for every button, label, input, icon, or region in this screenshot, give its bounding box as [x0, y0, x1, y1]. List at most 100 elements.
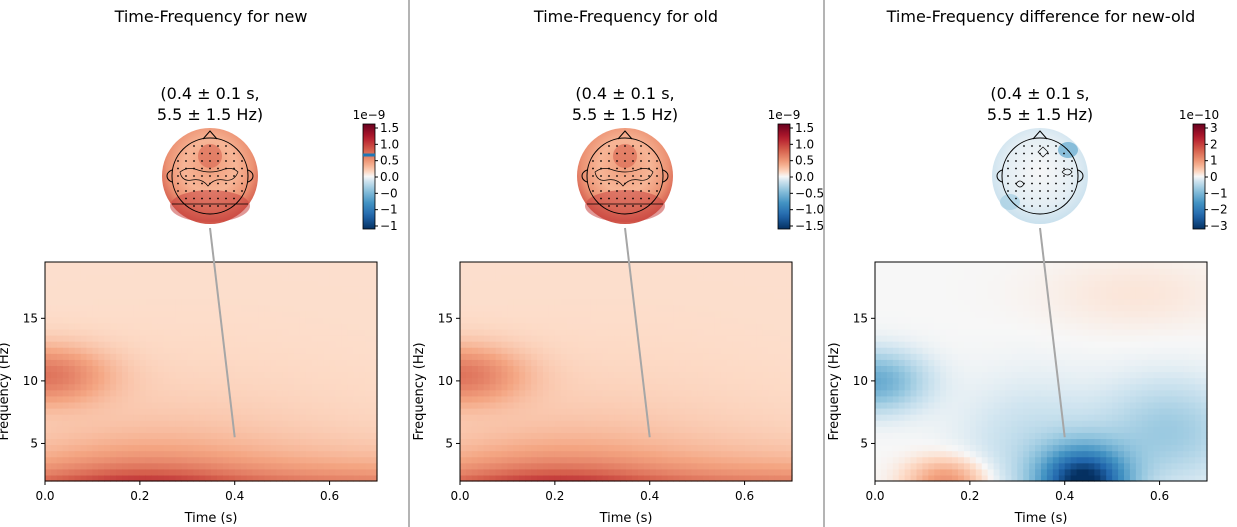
heatmap-cell: [199, 395, 206, 403]
heatmap-cell: [365, 408, 372, 415]
heatmap-cell: [531, 347, 538, 354]
heatmap-cell: [329, 268, 337, 275]
heatmap-cell: [703, 383, 710, 391]
heatmap-cell: [305, 438, 313, 446]
heatmap-cell: [222, 280, 230, 287]
heatmap-cell: [916, 432, 924, 440]
heatmap-cell: [952, 280, 959, 287]
heatmap-cell: [969, 316, 977, 324]
heatmap-cell: [341, 347, 348, 354]
heatmap-cell: [525, 335, 532, 342]
heatmap-cell: [163, 286, 171, 294]
heatmap-cell: [193, 274, 200, 281]
heatmap-cell: [537, 426, 544, 433]
heatmap-cell: [311, 444, 319, 452]
heatmap-cell: [116, 268, 123, 275]
heatmap-cell: [886, 341, 894, 348]
heatmap-cell: [365, 395, 372, 403]
heatmap-cell: [928, 462, 935, 470]
heatmap-cell: [513, 262, 520, 269]
heatmap-cell: [323, 280, 331, 287]
y-tick-label: 15: [438, 311, 453, 325]
heatmap-cell: [626, 377, 633, 385]
heatmap-cell: [744, 395, 752, 403]
heatmap-cell: [566, 444, 574, 452]
heatmap-cell: [987, 438, 995, 446]
heatmap-cell: [359, 395, 366, 403]
heatmap-cell: [886, 444, 894, 452]
heatmap-cell: [584, 456, 592, 464]
heatmap-cell: [282, 328, 289, 336]
heatmap-cell: [45, 450, 52, 458]
heatmap-cell: [86, 335, 94, 342]
heatmap-cell: [501, 353, 509, 360]
heatmap-cell: [578, 401, 586, 409]
heatmap-cell: [311, 310, 319, 318]
heatmap-cell: [216, 462, 224, 470]
heatmap-cell: [928, 286, 935, 294]
heatmap-cell: [276, 432, 283, 440]
heatmap-cell: [240, 395, 248, 403]
heatmap-cell: [169, 274, 177, 281]
heatmap-cell: [365, 389, 372, 397]
heatmap-cell: [211, 353, 218, 360]
heatmap-cell: [637, 371, 645, 379]
sensor-dot: [600, 160, 602, 162]
heatmap-cell: [495, 341, 503, 348]
heatmap-cell: [222, 414, 230, 421]
heatmap-cell: [68, 444, 76, 452]
heatmap-cell: [507, 389, 514, 397]
heatmap-cell: [898, 377, 906, 385]
heatmap-cell: [365, 298, 372, 306]
heatmap-cell: [151, 371, 159, 379]
heatmap-cell: [80, 268, 88, 275]
heatmap-cell: [548, 328, 556, 336]
heatmap-cell: [679, 438, 686, 446]
heatmap-cell: [703, 438, 710, 446]
sensor-dot: [241, 175, 243, 177]
heatmap-cell: [548, 450, 556, 458]
heatmap-cell: [175, 316, 182, 324]
heatmap-cell: [554, 286, 562, 294]
heatmap-cell: [222, 262, 230, 269]
heatmap-cell: [608, 377, 615, 385]
heatmap-cell: [602, 395, 609, 403]
heatmap-cell: [637, 298, 645, 306]
heatmap-cell: [768, 408, 775, 415]
heatmap-cell: [655, 474, 663, 482]
heatmap-cell: [620, 420, 627, 427]
heatmap-cell: [56, 286, 64, 294]
heatmap-cell: [910, 365, 918, 373]
heatmap-cell: [697, 389, 704, 397]
heatmap-cell: [940, 347, 947, 354]
heatmap-cell: [898, 341, 906, 348]
heatmap-cell: [697, 377, 704, 385]
heatmap-cell: [673, 286, 680, 294]
heatmap-cell: [898, 426, 906, 433]
heatmap-cell: [359, 328, 366, 336]
heatmap-cell: [614, 268, 621, 275]
heatmap-cell: [963, 322, 971, 330]
heatmap-cell: [282, 468, 289, 476]
heatmap-cell: [946, 389, 953, 397]
heatmap-cell: [904, 335, 912, 342]
heatmap-cell: [543, 462, 550, 470]
heatmap-cell: [299, 298, 307, 306]
heatmap-cell: [637, 389, 645, 397]
heatmap-cell: [904, 456, 912, 464]
heatmap-cell: [697, 408, 704, 415]
heatmap-cell: [323, 268, 331, 275]
heatmap-cell: [211, 274, 218, 281]
heatmap-cell: [240, 420, 248, 427]
heatmap-cell: [211, 395, 218, 403]
heatmap-cell: [193, 359, 200, 367]
heatmap-cell: [703, 353, 710, 360]
heatmap-cell: [560, 395, 568, 403]
heatmap-cell: [596, 335, 603, 342]
heatmap-cell: [762, 371, 769, 379]
heatmap-cell: [56, 438, 64, 446]
heatmap-cell: [548, 474, 556, 482]
heatmap-cell: [963, 432, 971, 440]
heatmap-cell: [74, 328, 82, 336]
